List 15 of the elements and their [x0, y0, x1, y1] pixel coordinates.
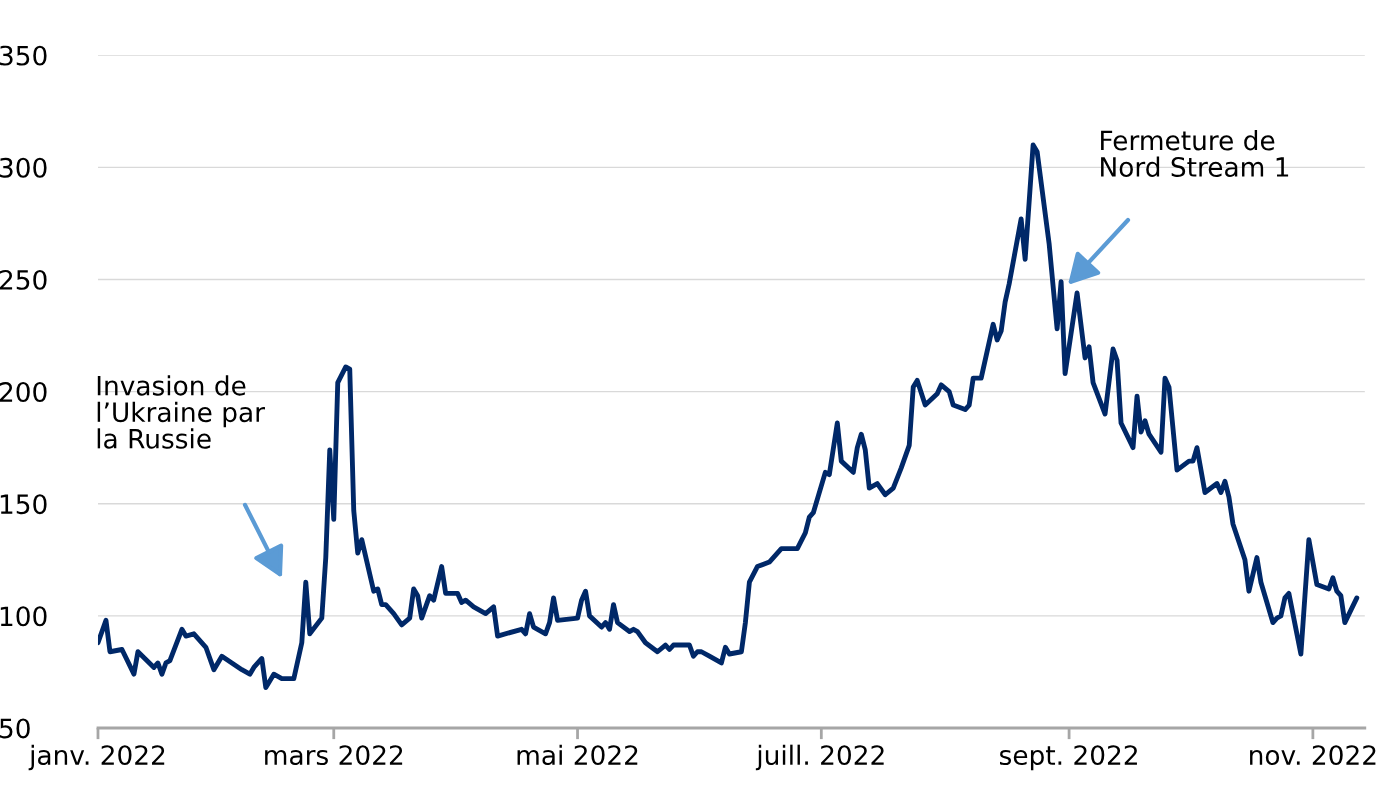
- x-tick-label: mars 2022: [265, 745, 403, 766]
- y-tick-label: 200: [0, 382, 47, 402]
- x-tick-label: mai 2022: [517, 744, 638, 766]
- x-tick-label: nov. 2022: [1250, 745, 1376, 766]
- x-tick-label: juill. 2022: [755, 744, 884, 771]
- x-tick-label: sept. 2022: [1000, 745, 1137, 771]
- annotation: Fermeture de Nord Stream 1: [1101, 130, 1289, 177]
- x-tick-label: janv. 2022: [28, 744, 165, 771]
- y-tick-label: 300: [0, 157, 47, 178]
- y-tick-label: 350: [0, 45, 47, 66]
- y-tick-label: 150: [0, 494, 47, 515]
- y-tick-label: 250: [0, 269, 47, 290]
- y-tick-label: 50: [0, 718, 30, 739]
- y-tick-label: 100: [0, 606, 47, 627]
- annotation: Invasion de l’Ukraine par la Russie: [97, 375, 266, 449]
